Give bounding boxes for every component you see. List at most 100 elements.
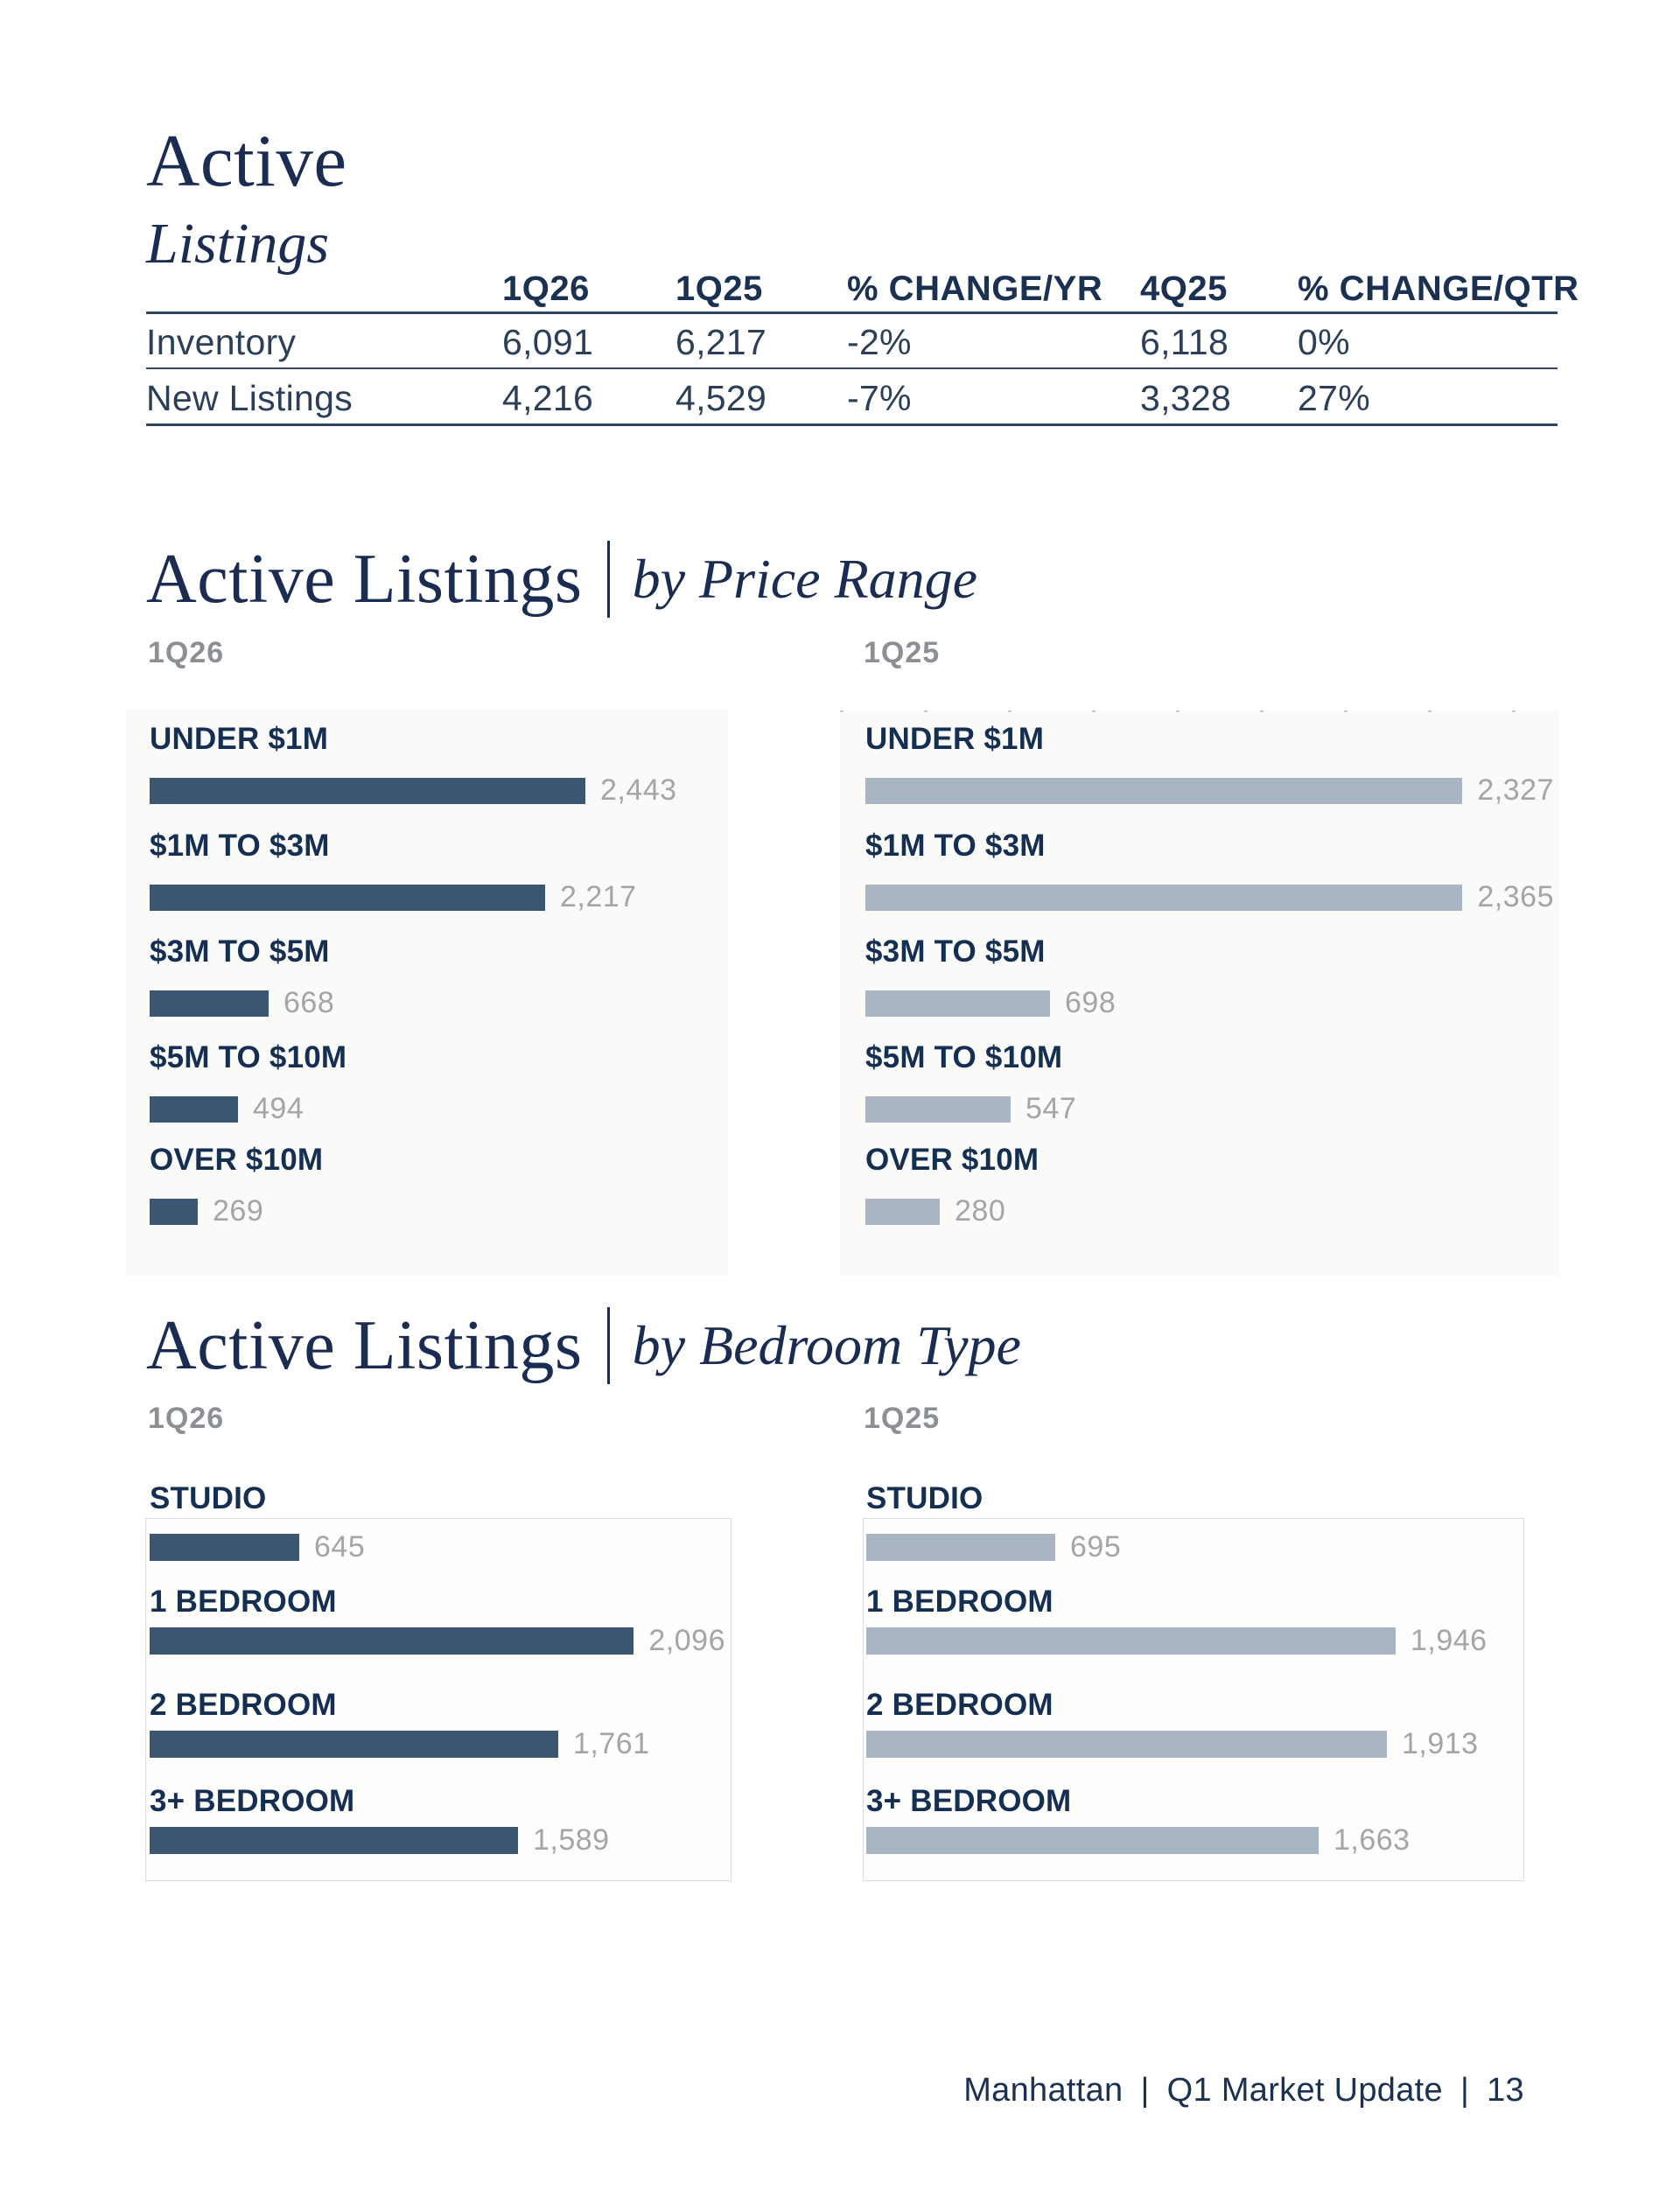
section-subtitle: by Bedroom Type: [632, 1314, 1021, 1376]
chart-row: STUDIO 695: [866, 1483, 1518, 1564]
column-header: % CHANGE/QTR: [1298, 269, 1579, 308]
chart-row: 1 BEDROOM 1,946: [866, 1586, 1518, 1658]
bar-value: 2,443: [600, 773, 677, 807]
bar-value: 645: [314, 1530, 366, 1564]
bar: [866, 1827, 1319, 1854]
heading-separator: [606, 541, 610, 618]
bar-value: 695: [1070, 1530, 1122, 1564]
bar: [866, 1534, 1055, 1561]
bar: [150, 1731, 558, 1758]
bar-value: 2,096: [648, 1624, 725, 1657]
chart-row: 3+ BEDROOM 1,663: [866, 1786, 1518, 1858]
category-label: $5M TO $10M: [150, 1040, 347, 1074]
bar: [865, 1198, 940, 1225]
table-cell: -2%: [847, 322, 912, 362]
category-label: $3M TO $5M: [865, 934, 1046, 969]
row-label: Inventory: [146, 322, 297, 362]
chart-row: 3+ BEDROOM 1,589: [150, 1786, 725, 1858]
bar: [865, 990, 1050, 1017]
page-subtitle: Listings: [146, 212, 330, 276]
footer-separator: |: [1140, 2072, 1150, 2109]
quarter-label-1q25: 1Q25: [864, 1402, 941, 1435]
bar: [150, 1095, 238, 1123]
bar: [865, 1095, 1011, 1123]
category-label: 1 BEDROOM: [150, 1585, 337, 1619]
chart-row: 1 BEDROOM 2,096: [150, 1586, 725, 1658]
category-label: $1M TO $3M: [865, 829, 1046, 863]
table-rule: [146, 423, 1558, 426]
table-cell: 0%: [1298, 322, 1350, 362]
chart-row: OVER $10M 280: [865, 1144, 1554, 1228]
page-footer: Manhattan | Q1 Market Update | 13: [963, 2072, 1524, 2110]
bar-value: 547: [1026, 1092, 1077, 1125]
bar: [150, 777, 585, 804]
bar-value: 1,589: [533, 1823, 610, 1857]
category-label: $5M TO $10M: [865, 1040, 1063, 1074]
chart-bedroom-type-1q26: STUDIO 645 1 BEDROOM 2,096 2 BEDROOM 1,7…: [145, 1483, 732, 1881]
summary-table-header: 1Q26 1Q25 % CHANGE/YR 4Q25 % CHANGE/QTR: [0, 269, 1680, 310]
table-cell: 4,216: [502, 378, 594, 418]
chart-row: STUDIO 645: [150, 1483, 725, 1564]
table-cell: -7%: [847, 378, 912, 418]
footer-page-number: 13: [1487, 2072, 1524, 2109]
chart-price-range-1q25: UNDER $1M 2,327 $1M TO $3M 2,365 $3M TO …: [840, 710, 1559, 1276]
category-label: STUDIO: [866, 1483, 998, 1515]
column-header: 4Q25: [1140, 269, 1228, 308]
column-header: 1Q25: [676, 269, 763, 308]
category-label: OVER $10M: [865, 1143, 1040, 1177]
footer-separator: |: [1460, 2072, 1470, 2109]
footer-report-title: Q1 Market Update: [1166, 2072, 1443, 2109]
table-cell: 27%: [1298, 378, 1370, 418]
bar-value: 494: [253, 1092, 304, 1125]
bar: [150, 1627, 634, 1655]
quarter-label-1q25: 1Q25: [864, 636, 941, 669]
quarter-label-1q26: 1Q26: [148, 636, 225, 669]
chart-row: $3M TO $5M 668: [150, 936, 723, 1020]
category-label: 3+ BEDROOM: [866, 1784, 1072, 1818]
chart-row: $1M TO $3M 2,365: [865, 830, 1554, 914]
column-header: 1Q26: [502, 269, 590, 308]
bar: [865, 884, 1463, 911]
bar-value: 280: [955, 1194, 1006, 1228]
chart-price-range-1q26: UNDER $1M 2,443 $1M TO $3M 2,217 $3M TO …: [126, 709, 728, 1276]
footer-region: Manhattan: [963, 2072, 1124, 2109]
panel-top-border: [840, 710, 1559, 712]
bar: [150, 1198, 198, 1225]
bar-value: 2,365: [1477, 880, 1554, 913]
bar: [150, 1827, 518, 1854]
section-heading-bedroom-type: Active Listings by Bedroom Type: [146, 1302, 1021, 1389]
category-label: UNDER $1M: [150, 722, 329, 756]
bar-value: 1,913: [1402, 1727, 1479, 1760]
section-heading-price-range: Active Listings by Price Range: [146, 535, 977, 623]
page-title: Active: [146, 120, 347, 202]
category-label: STUDIO: [150, 1483, 281, 1515]
chart-row: $3M TO $5M 698: [865, 936, 1554, 1020]
quarter-label-1q26: 1Q26: [148, 1402, 225, 1435]
row-label: New Listings: [146, 378, 354, 418]
chart-row: 2 BEDROOM 1,913: [866, 1690, 1518, 1761]
bar: [150, 884, 545, 911]
table-rule: [146, 311, 1558, 314]
table-row: Inventory 6,091 6,217 -2% 6,118 0%: [0, 322, 1680, 362]
chart-bedroom-type-1q25: STUDIO 695 1 BEDROOM 1,946 2 BEDROOM 1,9…: [863, 1483, 1524, 1881]
section-title: Active Listings: [146, 1306, 583, 1384]
column-header: % CHANGE/YR: [847, 269, 1103, 308]
category-label: $1M TO $3M: [150, 829, 330, 863]
bar-value: 1,761: [573, 1727, 650, 1760]
table-cell: 6,118: [1140, 322, 1229, 362]
bar: [150, 1534, 299, 1561]
chart-row: UNDER $1M 2,443: [150, 724, 723, 808]
section-title: Active Listings: [146, 540, 583, 618]
table-cell: 6,091: [502, 322, 594, 362]
bar-value: 668: [284, 986, 335, 1019]
category-label: $3M TO $5M: [150, 934, 330, 969]
category-label: 1 BEDROOM: [866, 1585, 1054, 1619]
chart-row: OVER $10M 269: [150, 1144, 723, 1228]
bar: [865, 777, 1463, 804]
bar-value: 698: [1065, 986, 1116, 1019]
heading-separator: [606, 1307, 610, 1384]
table-cell: 3,328: [1140, 378, 1232, 418]
bar-value: 1,946: [1410, 1624, 1488, 1657]
bar-value: 269: [213, 1194, 264, 1228]
bar-value: 1,663: [1334, 1823, 1410, 1857]
